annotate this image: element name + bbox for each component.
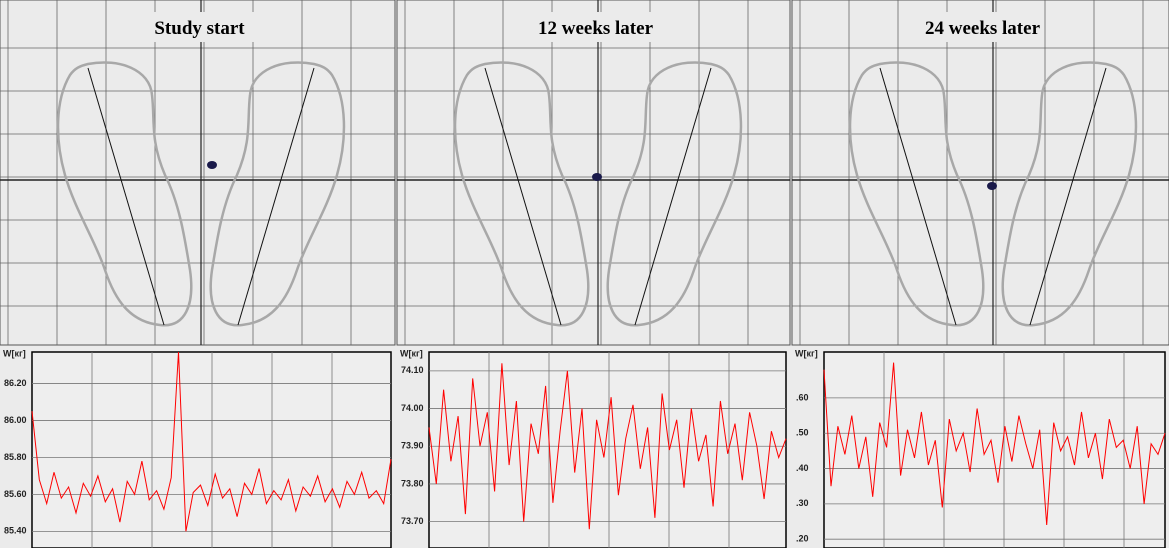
right-foot	[1001, 61, 1138, 327]
footprint-area	[791, 0, 1169, 346]
title-bg	[134, 12, 261, 42]
y-tick-label: 85.60	[4, 489, 27, 499]
footprint-area	[396, 0, 791, 346]
right-foot	[606, 61, 743, 327]
cop-trace	[987, 182, 997, 190]
foot-axis	[237, 67, 315, 326]
y-axis-label: W[кг]	[3, 348, 26, 358]
signal-line	[31, 351, 392, 532]
panel-title: 24 weeks later	[925, 18, 1041, 39]
panel: 24 weeks later .60 .50 .40 .30 .20 W[кг]	[791, 0, 1169, 548]
title-bg	[917, 12, 1044, 42]
right-foot-group	[606, 61, 743, 327]
y-tick-label: .60	[796, 392, 809, 402]
right-foot-group	[1001, 61, 1138, 327]
y-tick-label: .50	[796, 428, 809, 438]
y-tick-label: 74.10	[401, 365, 424, 375]
panel: Study start 86.20 86.00 85.80 85.60 85.40 W[кг…	[0, 0, 396, 548]
left-foot	[56, 61, 193, 327]
panel-title: 12 weeks later	[538, 18, 654, 39]
y-tick-label: .40	[796, 463, 809, 473]
y-tick-label: 85.40	[4, 526, 27, 536]
panel-title: Study start	[154, 18, 245, 39]
left-foot	[453, 61, 590, 327]
title-bg	[530, 12, 657, 42]
y-tick-label: 85.80	[4, 452, 27, 462]
y-tick-label: 86.00	[4, 415, 27, 425]
signal-line	[428, 363, 787, 530]
foot-axis	[484, 67, 562, 326]
y-tick-label: 73.90	[401, 441, 424, 451]
cop-trace	[592, 173, 602, 181]
foot-axis	[634, 67, 712, 326]
signal-line	[823, 362, 1166, 526]
footprint-area	[0, 0, 396, 346]
foot-axis	[1029, 67, 1107, 326]
y-tick-label: .30	[796, 498, 809, 508]
y-tick-label: .20	[796, 534, 809, 544]
y-tick-label: 73.70	[401, 516, 424, 526]
left-foot	[848, 61, 985, 327]
plot-bg	[31, 351, 392, 548]
y-tick-label: 74.00	[401, 403, 424, 413]
plot-bg	[428, 351, 787, 548]
cop-trace	[207, 161, 217, 169]
right-foot	[209, 61, 346, 327]
right-foot-group	[209, 61, 346, 327]
panel: 12 weeks later 74.10 74.00 73.90 73.80 73.70 W…	[396, 0, 791, 548]
y-axis-label: W[кг]	[400, 348, 423, 358]
y-tick-label: 73.80	[401, 478, 424, 488]
foot-axis	[879, 67, 957, 326]
foot-axis	[87, 67, 165, 326]
y-tick-label: 86.20	[4, 378, 27, 388]
plot-bg	[823, 351, 1166, 548]
y-axis-label: W[кг]	[795, 348, 818, 358]
